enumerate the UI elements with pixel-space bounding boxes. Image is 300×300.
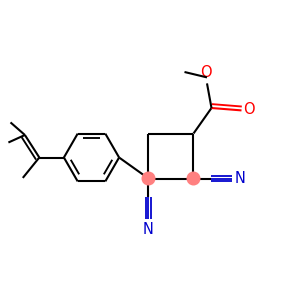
Circle shape <box>187 172 200 185</box>
Text: O: O <box>243 102 255 117</box>
Circle shape <box>142 172 155 185</box>
Text: N: N <box>234 171 245 186</box>
Text: O: O <box>200 65 212 80</box>
Text: N: N <box>143 222 154 237</box>
